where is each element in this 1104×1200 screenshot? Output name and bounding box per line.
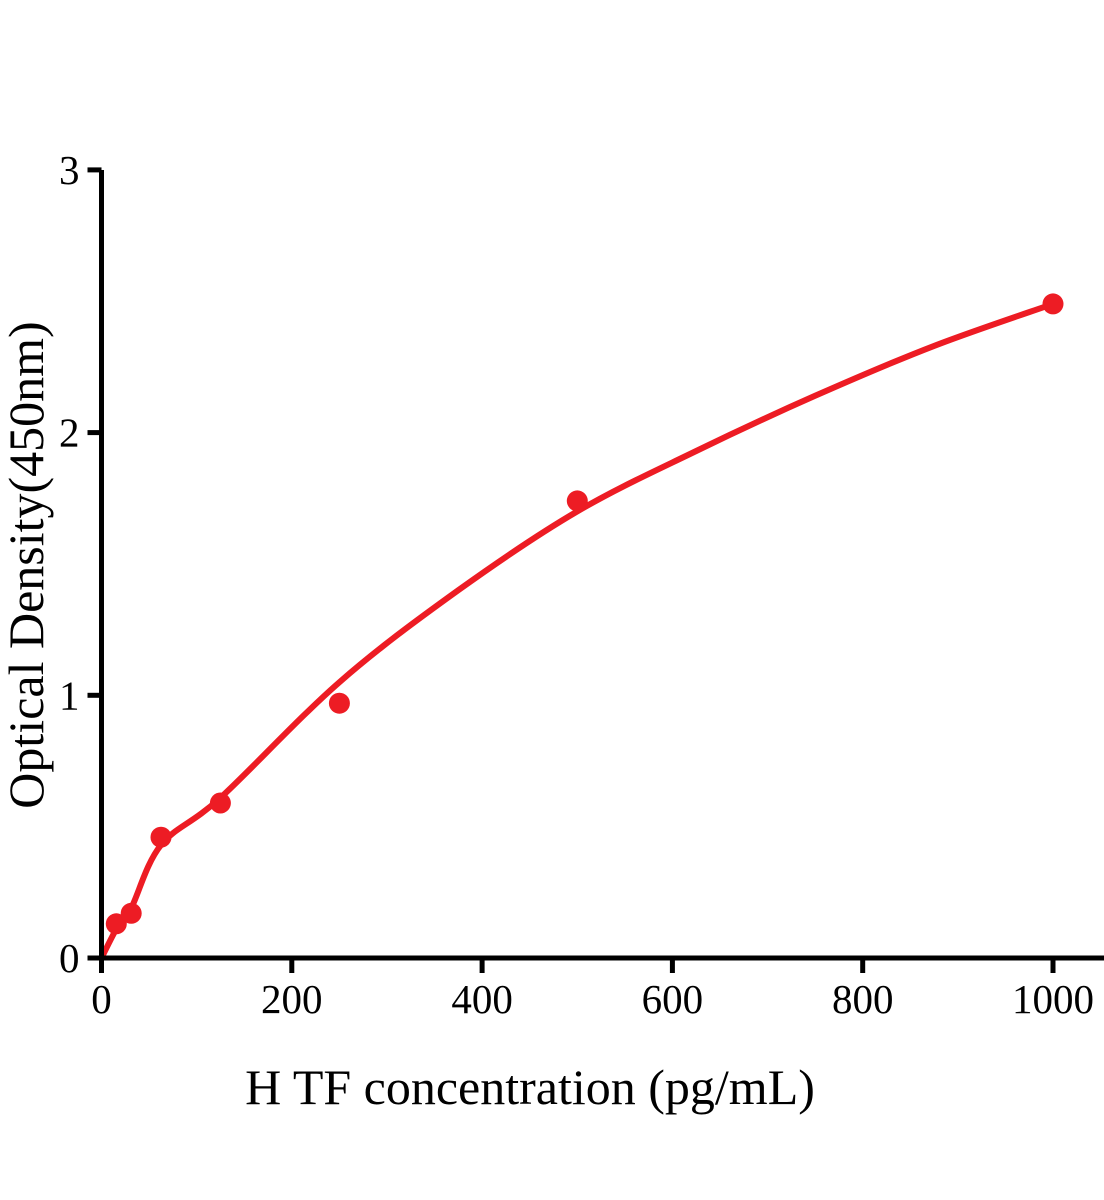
x-tick-label: 1000 [1012,976,1094,1022]
x-axis-title: H TF concentration (pg/mL) [245,1059,815,1115]
x-tick-label: 400 [451,976,513,1022]
y-tick-label: 1 [59,672,80,718]
data-point [566,490,588,512]
fit-curve [98,300,1056,961]
x-tick-label: 600 [642,976,704,1022]
x-tick-label: 0 [91,976,112,1022]
y-tick-label: 2 [59,410,80,456]
points-layer [105,293,1064,935]
y-tick-label: 3 [59,147,80,193]
axes-layer: 0 1 2 3 0 200 400 600 800 1000 [59,147,1104,1022]
data-point [150,826,172,848]
x-tick-label: 200 [261,976,323,1022]
data-point [105,913,127,935]
y-axis-title: Optical Density(450nm) [0,321,54,808]
data-point [120,902,142,924]
y-tick-label: 0 [59,935,80,981]
data-point [1042,293,1064,315]
x-tick-label: 800 [832,976,894,1022]
curve-layer [98,300,1056,961]
data-point [209,792,231,814]
data-point [328,692,350,714]
